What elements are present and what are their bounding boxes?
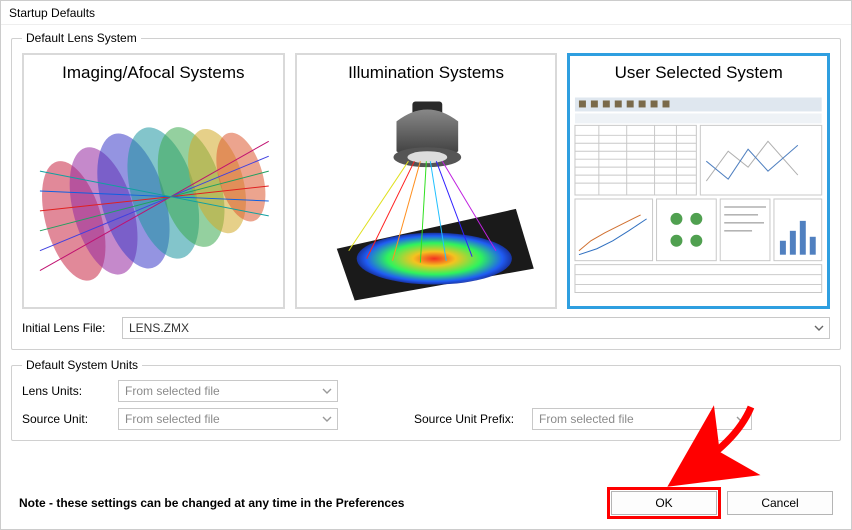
default-system-units-legend: Default System Units bbox=[22, 358, 142, 372]
default-system-units-group: Default System Units Lens Units: From se… bbox=[11, 358, 841, 441]
footer-note: Note - these settings can be changed at … bbox=[19, 496, 404, 510]
chevron-down-icon bbox=[813, 322, 825, 334]
imaging-afocal-icon bbox=[24, 85, 283, 307]
card-imaging-title: Imaging/Afocal Systems bbox=[24, 55, 283, 85]
chevron-down-icon bbox=[735, 413, 747, 425]
card-illumination-title: Illumination Systems bbox=[297, 55, 556, 85]
footer-buttons: OK Cancel bbox=[611, 491, 833, 515]
card-illumination-thumb bbox=[297, 85, 556, 307]
default-lens-system-group: Default Lens System Imaging/Afocal Syste… bbox=[11, 31, 841, 350]
initial-lens-file-label: Initial Lens File: bbox=[22, 321, 114, 335]
source-unit-combo[interactable]: From selected file bbox=[118, 408, 338, 430]
source-unit-prefix-value: From selected file bbox=[539, 412, 634, 426]
lens-system-cards: Imaging/Afocal Systems bbox=[22, 53, 830, 309]
footer-row: Note - these settings can be changed at … bbox=[9, 479, 843, 515]
source-unit-value: From selected file bbox=[125, 412, 220, 426]
lens-units-combo[interactable]: From selected file bbox=[118, 380, 338, 402]
card-user-title: User Selected System bbox=[569, 55, 828, 85]
chevron-down-icon bbox=[321, 385, 333, 397]
card-imaging-afocal[interactable]: Imaging/Afocal Systems bbox=[22, 53, 285, 309]
initial-lens-file-combo[interactable]: LENS.ZMX bbox=[122, 317, 830, 339]
user-system-icon bbox=[569, 85, 828, 307]
card-imaging-thumb bbox=[24, 85, 283, 307]
source-unit-prefix-combo[interactable]: From selected file bbox=[532, 408, 752, 430]
illumination-icon bbox=[297, 85, 556, 307]
window-title: Startup Defaults bbox=[1, 1, 851, 25]
card-user-thumb bbox=[569, 85, 828, 307]
window-content: Default Lens System Imaging/Afocal Syste… bbox=[1, 25, 851, 441]
lens-units-label: Lens Units: bbox=[22, 384, 110, 398]
source-unit-label: Source Unit: bbox=[22, 412, 110, 426]
default-lens-system-legend: Default Lens System bbox=[22, 31, 141, 45]
units-grid: Lens Units: From selected file Source Un… bbox=[22, 380, 830, 430]
chevron-down-icon bbox=[321, 413, 333, 425]
startup-defaults-window: Startup Defaults Default Lens System Ima… bbox=[0, 0, 852, 530]
initial-lens-file-value: LENS.ZMX bbox=[129, 321, 189, 335]
card-user-selected[interactable]: User Selected System bbox=[567, 53, 830, 309]
card-illumination[interactable]: Illumination Systems bbox=[295, 53, 558, 309]
ok-button[interactable]: OK bbox=[611, 491, 717, 515]
lens-units-value: From selected file bbox=[125, 384, 220, 398]
initial-lens-file-row: Initial Lens File: LENS.ZMX bbox=[22, 317, 830, 339]
source-unit-prefix-label: Source Unit Prefix: bbox=[414, 412, 524, 426]
cancel-button[interactable]: Cancel bbox=[727, 491, 833, 515]
